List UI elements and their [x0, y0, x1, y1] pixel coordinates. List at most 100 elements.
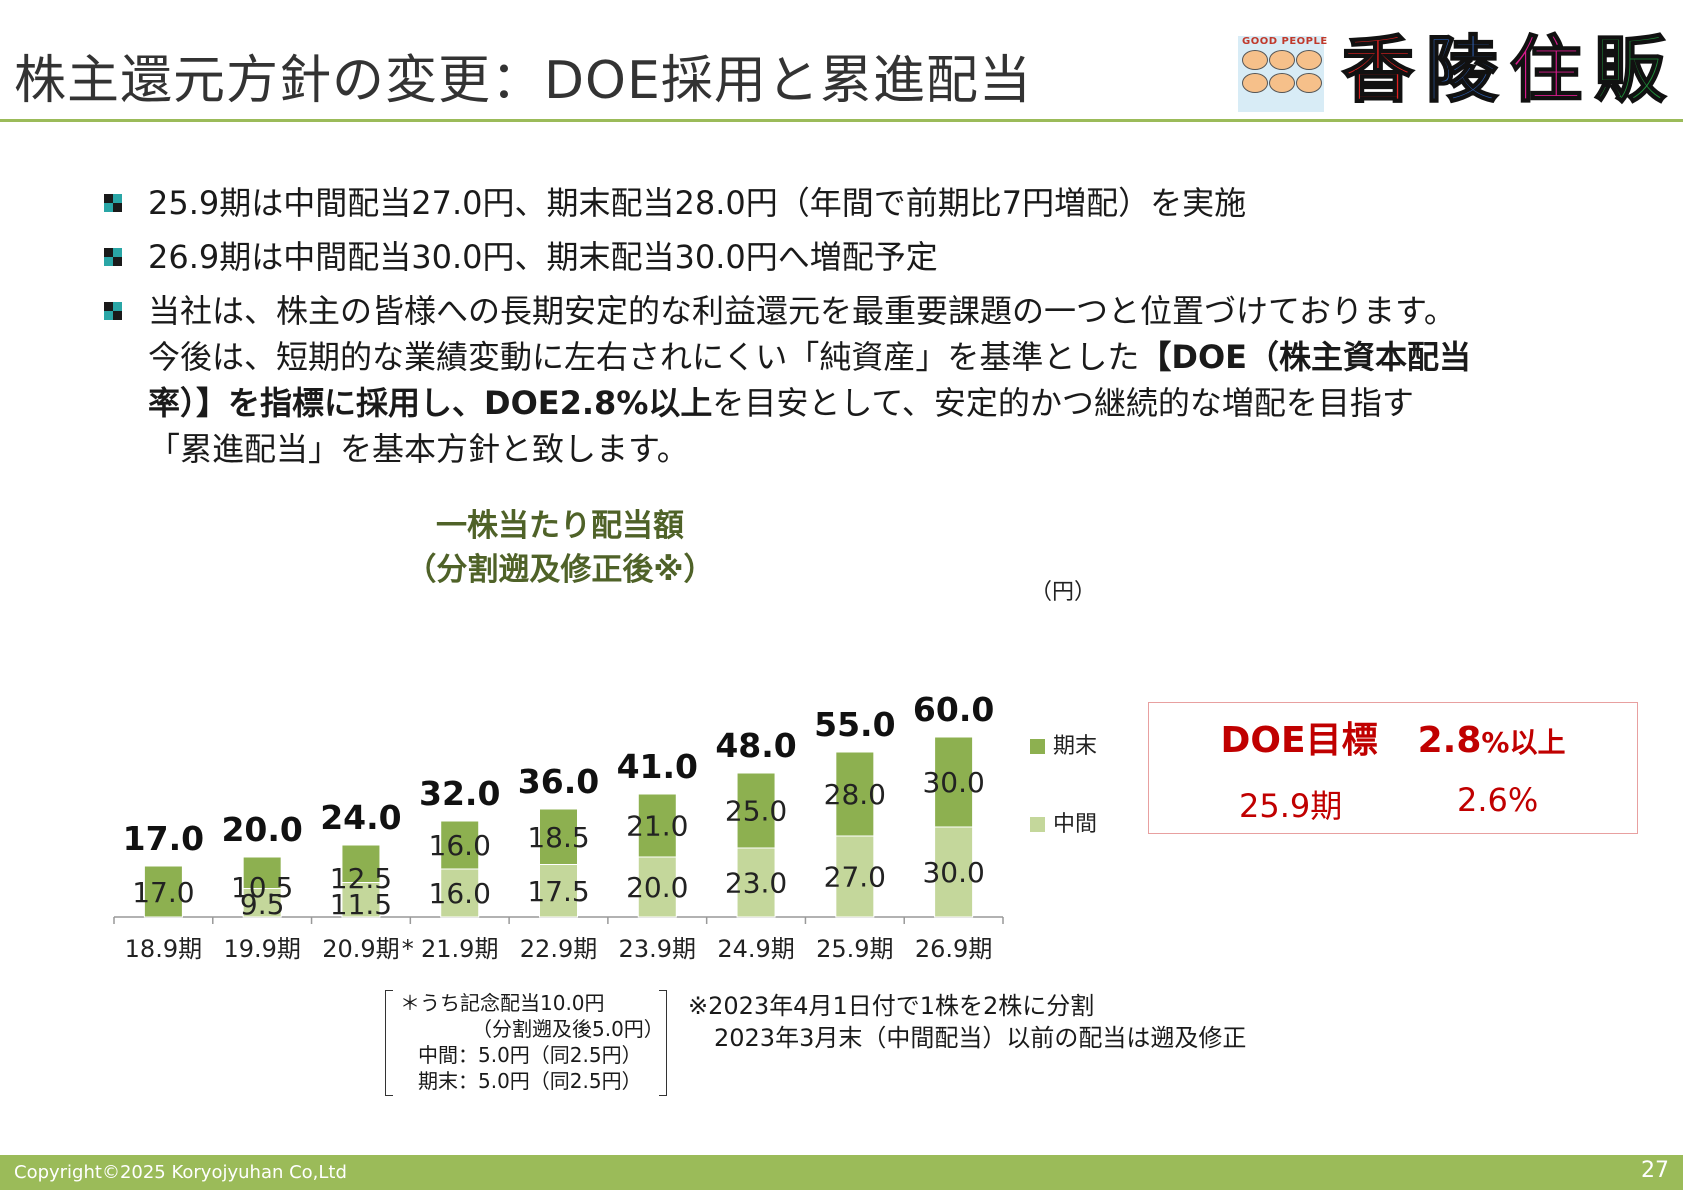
category-label: 18.9期	[125, 935, 202, 963]
label-chukan: 9.5	[240, 888, 285, 921]
category-label: 19.9期	[223, 935, 300, 963]
total-label: 48.0	[715, 726, 796, 765]
category-label: 24.9期	[717, 935, 794, 963]
bullet-icon	[104, 302, 122, 320]
category-label: 21.9期	[421, 935, 498, 963]
legend-item-chukan: 中間	[1030, 806, 1097, 838]
legend-label: 中間	[1053, 812, 1098, 837]
bullet-text: 26.9期は中間配当30.0円、期末配当30.0円へ増配予定	[148, 238, 938, 276]
good-people-logo: GOOD PEOPLE	[1238, 36, 1327, 112]
doe-target-row: DOE目標 2.8%以上	[1149, 711, 1637, 763]
legend-label: 期末	[1053, 734, 1098, 759]
bar-chukan	[637, 856, 677, 918]
face-icon	[1296, 73, 1322, 93]
label-kimatsu: 16.0	[429, 829, 491, 862]
doe-period: 25.9期	[1239, 787, 1343, 825]
doe-value: 2.8	[1417, 720, 1482, 761]
bullet-text-line: 「累進配当」を基本方針と致します。	[148, 430, 689, 468]
face-icon	[1296, 50, 1322, 70]
bar-chukan	[736, 847, 776, 918]
bar-chukan	[835, 835, 875, 918]
label-kimatsu: 30.0	[922, 766, 984, 799]
chart-unit-label: （円）	[1030, 580, 1097, 605]
chart-title-line1: 一株当たり配当額	[436, 508, 684, 544]
bullet-icon	[104, 248, 122, 266]
copyright-text: Copyright©2025 Koryojyuhan Co,Ltd	[14, 1162, 347, 1183]
label-kimatsu: 25.0	[725, 795, 787, 828]
title-divider	[0, 119, 1683, 122]
total-label: 55.0	[814, 705, 895, 744]
bullet-list: 25.9期は中間配当27.0円、期末配当28.0円（年間で前期比7円増配）を実施…	[104, 180, 1604, 480]
split-note-line: 2023年3月末（中間配当）以前の配当は遡及修正	[714, 1024, 1247, 1052]
bullet-icon	[104, 194, 122, 212]
bar-kimatsu	[539, 808, 578, 865]
bar-chukan	[539, 864, 578, 918]
bar-chukan	[242, 888, 282, 918]
legend-swatch	[1030, 817, 1045, 832]
category-label: 22.9期	[520, 935, 597, 963]
doe-target-box: DOE目標 2.8%以上 25.9期 2.6%	[1148, 702, 1638, 834]
page-number: 27	[1641, 1158, 1669, 1183]
doe-actual-value: 2.6%	[1457, 781, 1539, 819]
label-kimatsu: 12.5	[330, 862, 392, 895]
total-label: 32.0	[419, 774, 500, 813]
bullet-text-line: 今後は、短期的な業績変動に左右されにくい「純資産」を基準とした【DOE（株主資本…	[148, 334, 1604, 380]
bullet-text-span: 今後は、短期的な業績変動に左右されにくい「純資産」を基準とした	[148, 338, 1140, 376]
bar-kimatsu	[637, 793, 677, 858]
logo-char: 販	[1593, 28, 1667, 112]
page-title: 株主還元方針の変更：DOE採用と累進配当	[14, 51, 1032, 111]
faces-illustration	[1242, 50, 1322, 93]
bullet-item: 当社は、株主の皆様への長期安定的な利益還元を最重要課題の一つと位置づけております…	[104, 288, 1604, 472]
bar-kimatsu	[934, 736, 974, 828]
bullet-text: 当社は、株主の皆様への長期安定的な利益還元を最重要課題の一つと位置づけております…	[148, 292, 1456, 330]
total-label: 17.0	[123, 819, 204, 858]
note-line: （分割遡及後5.0円）	[472, 1017, 664, 1041]
company-name-logo: 香 陵 住 販	[1338, 30, 1670, 110]
label-chukan: 27.0	[824, 861, 886, 894]
bullet-text-bold: 率）】を指標に採用し、DOE2.8%以上	[148, 384, 713, 422]
bar-kimatsu	[835, 751, 875, 837]
chart-title-line2: （分割遡及修正後※）	[405, 552, 715, 588]
bar-kimatsu	[736, 772, 776, 849]
face-icon	[1269, 73, 1295, 93]
label-chukan: 11.5	[330, 888, 392, 921]
label-kimatsu: 28.0	[824, 778, 886, 811]
face-icon	[1269, 50, 1295, 70]
label-kimatsu: 21.0	[626, 810, 688, 843]
legend-item-kimatsu: 期末	[1030, 728, 1097, 760]
total-label: 20.0	[221, 810, 302, 849]
label-chukan: 20.0	[626, 871, 688, 904]
bar-kimatsu	[341, 844, 381, 883]
label-chukan: 17.5	[527, 875, 589, 908]
logo-char: 香	[1341, 28, 1415, 112]
footer-bar: Copyright©2025 Koryojyuhan Co,Ltd 27	[0, 1155, 1683, 1190]
logo-char: 住	[1509, 28, 1583, 112]
bar-kimatsu	[242, 856, 282, 889]
category-label: 25.9期	[816, 935, 893, 963]
chart-title: 一株当たり配当額 （分割遡及修正後※）	[350, 504, 770, 592]
category-mark: *	[402, 935, 414, 963]
logo-char: 陵	[1425, 28, 1499, 112]
label-kimatsu: 17.0	[132, 876, 194, 909]
split-note-line: ※2023年4月1日付で1株を2株に分割	[688, 992, 1095, 1020]
legend-swatch	[1030, 739, 1045, 754]
category-label: 20.9期	[322, 935, 399, 963]
label-chukan: 23.0	[725, 867, 787, 900]
bar-kimatsu	[440, 820, 480, 870]
doe-label: DOE目標	[1220, 720, 1378, 761]
commemorative-dividend-note: ＊うち記念配当10.0円 （分割遡及後5.0円） 中間：5.0円（同2.5円） …	[385, 990, 667, 1096]
label-kimatsu: 18.5	[527, 821, 589, 854]
label-kimatsu: 10.5	[231, 871, 293, 904]
bar-kimatsu	[143, 865, 183, 918]
note-line: 期末：5.0円（同2.5円）	[418, 1069, 642, 1093]
total-label: 60.0	[913, 690, 994, 729]
doe-suffix: %以上	[1481, 726, 1566, 759]
bullet-item: 25.9期は中間配当27.0円、期末配当28.0円（年間で前期比7円増配）を実施	[104, 180, 1604, 226]
label-chukan: 30.0	[922, 856, 984, 889]
total-label: 24.0	[320, 798, 401, 837]
bullet-text-bold: 【DOE（株主資本配当	[1139, 338, 1472, 376]
bar-chukan	[440, 868, 480, 918]
note-line: ＊うち記念配当10.0円	[400, 991, 605, 1015]
bullet-text-line: 率）】を指標に採用し、DOE2.8%以上を目安として、安定的かつ継続的な増配を目…	[148, 380, 1604, 426]
